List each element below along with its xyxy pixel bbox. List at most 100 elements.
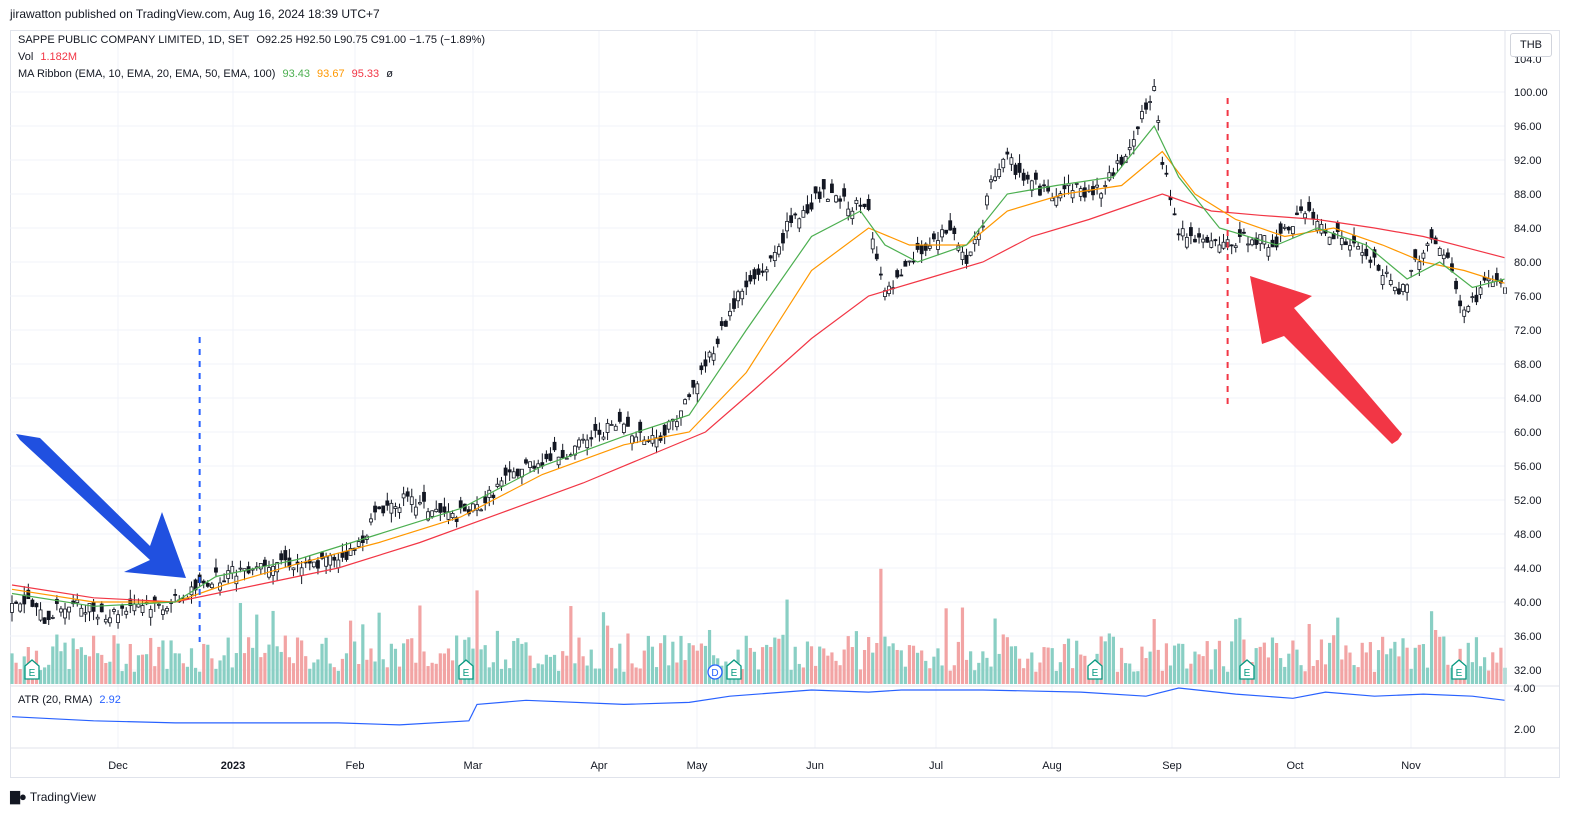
volume-bar: [1156, 649, 1160, 684]
volume-bar: [671, 641, 675, 684]
volume-bar: [1311, 665, 1315, 684]
volume-bar: [1385, 654, 1389, 684]
candle-body: [1054, 196, 1059, 206]
volume-bar: [601, 612, 606, 684]
volume-bar: [561, 651, 565, 684]
candle-body: [862, 203, 867, 208]
candle-body: [585, 439, 590, 449]
candle-body: [1029, 180, 1034, 191]
volume-bar: [1483, 657, 1487, 684]
candle-body: [1433, 237, 1438, 245]
legend-atr-value: 2.92: [99, 694, 121, 706]
volume-bar: [944, 608, 948, 684]
volume-bar: [128, 643, 132, 684]
volume-bar: [1238, 617, 1242, 684]
candle-body: [30, 599, 35, 607]
volume-bar: [826, 655, 830, 684]
volume-bar: [1372, 671, 1377, 684]
volume-bar: [63, 642, 67, 684]
candle-body: [560, 449, 565, 458]
currency-button[interactable]: THB: [1510, 33, 1552, 57]
candle-body: [499, 480, 504, 487]
volume-bar: [516, 638, 520, 684]
volume-bar: [667, 665, 671, 684]
volume-bar: [1417, 644, 1421, 684]
volume-bar: [577, 637, 581, 684]
candle-body: [609, 424, 614, 426]
volume-bar: [536, 663, 540, 684]
candle-body: [1074, 183, 1079, 185]
candle-body: [948, 220, 953, 231]
volume-bar: [703, 645, 708, 684]
candle-body: [1474, 294, 1479, 303]
candle-body: [1172, 213, 1177, 216]
price-tick-label: 88.00: [1514, 189, 1542, 201]
candle-body: [413, 506, 418, 516]
candle-body: [515, 468, 520, 477]
volume-bar: [1136, 671, 1140, 684]
volume-bar: [765, 644, 769, 684]
candle-body: [866, 198, 871, 210]
volume-bar: [479, 649, 483, 684]
volume-bar: [581, 656, 585, 684]
candle-body: [825, 198, 830, 202]
volume-bar: [642, 650, 646, 684]
candle-body: [1021, 172, 1026, 181]
publisher-line: jirawatton published on TradingView.com,…: [10, 7, 380, 21]
candle-body: [915, 242, 920, 250]
volume-bar: [1295, 649, 1299, 684]
candle-body: [148, 609, 153, 618]
candle-body: [613, 425, 618, 431]
volume-bar: [316, 659, 320, 684]
candle-body: [703, 359, 708, 367]
candle-body: [1246, 243, 1250, 246]
volume-bar: [1499, 647, 1503, 684]
candle-body: [1221, 241, 1226, 249]
volume-bar: [83, 654, 88, 684]
volume-bar: [1177, 643, 1181, 684]
volume-bar: [381, 659, 385, 684]
volume-bar: [1405, 647, 1409, 684]
volume-bar: [1152, 619, 1156, 684]
candle-body: [699, 365, 704, 371]
volume-bar: [1491, 652, 1495, 684]
volume-bar: [1209, 669, 1213, 684]
candle-body: [1303, 213, 1308, 219]
volume-bar: [1291, 640, 1295, 684]
volume-bar: [1429, 611, 1434, 684]
candle-body: [711, 353, 716, 361]
volume-bar: [1434, 630, 1438, 684]
volume-bar: [450, 660, 455, 684]
candle-body: [116, 614, 120, 623]
candle-body: [67, 606, 72, 613]
candle-body: [817, 191, 822, 199]
volume-bar: [585, 665, 589, 684]
volume-bar: [185, 666, 190, 684]
volume-bar: [1287, 653, 1291, 684]
volume-bar: [271, 610, 275, 684]
volume-bar: [1327, 642, 1332, 684]
candle-body: [438, 503, 443, 513]
volume-bar: [548, 656, 553, 684]
volume-bar: [165, 668, 169, 684]
candle-body: [201, 580, 206, 584]
volume-bar: [977, 662, 981, 684]
volume-bar: [1132, 671, 1136, 684]
volume-bar: [907, 645, 912, 684]
volume-bar: [1226, 671, 1230, 684]
candle-body: [1421, 252, 1426, 259]
price-tick-label: 60.00: [1514, 427, 1542, 439]
volume-bar: [973, 670, 977, 684]
candle-body: [1282, 226, 1287, 229]
candle-body: [1107, 172, 1112, 181]
volume-bar: [1189, 663, 1193, 684]
volume-bar: [389, 643, 393, 684]
candle-body: [1364, 248, 1369, 257]
volume-bar: [104, 663, 108, 684]
candle-body: [1242, 231, 1246, 234]
candle-body: [809, 202, 814, 210]
volume-bar: [1409, 668, 1413, 684]
volume-bar: [373, 661, 377, 684]
volume-bar: [1315, 660, 1319, 684]
